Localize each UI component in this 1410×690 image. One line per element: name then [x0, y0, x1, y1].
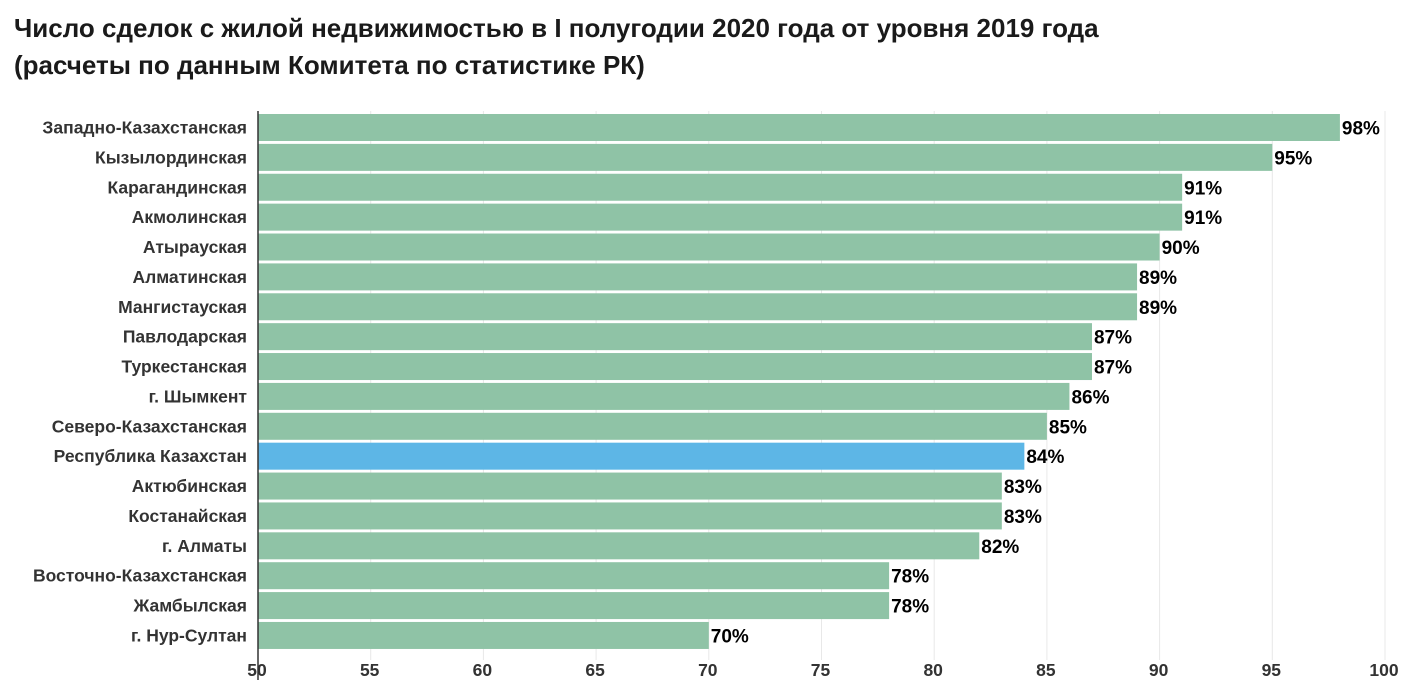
x-tick-label-90: 90: [1149, 660, 1169, 680]
value-label-6: 89%: [1139, 298, 1177, 319]
bar-7: [258, 323, 1092, 351]
bar-16: [258, 592, 890, 620]
category-label-9: г. Шымкент: [149, 386, 248, 406]
value-label-7: 87%: [1094, 328, 1132, 349]
x-tick-label-50: 50: [247, 660, 267, 680]
x-tick-label-75: 75: [811, 660, 831, 680]
category-label-15: Восточно-Казахстанская: [33, 566, 247, 586]
x-tick-label-80: 80: [923, 660, 943, 680]
category-label-0: Западно-Казахстанская: [42, 118, 247, 138]
value-label-12: 83%: [1004, 477, 1042, 498]
x-tick-label-65: 65: [585, 660, 605, 680]
value-label-17: 70%: [711, 626, 749, 647]
bar-9: [258, 382, 1070, 410]
category-label-2: Карагандинская: [107, 177, 247, 197]
x-tick-label-55: 55: [360, 660, 380, 680]
value-label-1: 95%: [1274, 148, 1312, 169]
value-label-10: 85%: [1049, 417, 1087, 438]
category-label-12: Актюбинская: [132, 476, 247, 496]
bar-11: [258, 442, 1025, 470]
chart-title: Число сделок с жилой недвижимостью в I п…: [14, 10, 1394, 84]
bar-17: [258, 621, 709, 649]
x-tick-label-100: 100: [1369, 660, 1398, 680]
category-label-7: Павлодарская: [123, 327, 247, 347]
category-label-5: Алматинская: [132, 267, 247, 287]
value-label-14: 82%: [981, 537, 1019, 558]
value-label-3: 91%: [1184, 208, 1222, 229]
bar-2: [258, 173, 1183, 201]
value-label-9: 86%: [1071, 387, 1109, 408]
bar-5: [258, 263, 1138, 291]
bar-3: [258, 203, 1183, 231]
category-label-13: Костанайская: [128, 506, 247, 526]
bar-13: [258, 502, 1002, 530]
bar-12: [258, 472, 1002, 500]
bar-10: [258, 412, 1047, 440]
value-label-0: 98%: [1342, 119, 1380, 140]
value-label-8: 87%: [1094, 358, 1132, 379]
x-tick-label-95: 95: [1262, 660, 1282, 680]
bar-14: [258, 532, 980, 560]
category-label-16: Жамбылская: [132, 596, 247, 616]
bar-15: [258, 562, 890, 590]
bar-1: [258, 143, 1273, 171]
value-label-4: 90%: [1162, 238, 1200, 259]
value-label-15: 78%: [891, 567, 929, 588]
x-tick-label-60: 60: [473, 660, 493, 680]
category-label-8: Туркестанская: [121, 357, 247, 377]
category-label-6: Мангистауская: [118, 297, 247, 317]
value-label-2: 91%: [1184, 178, 1222, 199]
category-label-14: г. Алматы: [162, 536, 247, 556]
bar-0: [258, 114, 1340, 141]
x-tick-label-85: 85: [1036, 660, 1056, 680]
chart-title-line-1: Число сделок с жилой недвижимостью в I п…: [14, 13, 1099, 43]
category-label-1: Кызылординская: [95, 147, 247, 167]
bar-8: [258, 353, 1092, 381]
category-label-4: Атырауская: [143, 237, 247, 257]
value-label-13: 83%: [1004, 507, 1042, 528]
bar-6: [258, 293, 1138, 321]
category-label-3: Акмолинская: [132, 207, 247, 227]
bar-4: [258, 233, 1160, 261]
value-label-16: 78%: [891, 597, 929, 618]
value-label-5: 89%: [1139, 268, 1177, 289]
category-label-11: Республика Казахстан: [54, 446, 247, 466]
x-tick-label-70: 70: [698, 660, 718, 680]
value-label-11: 84%: [1026, 447, 1064, 468]
category-label-17: г. Нур-Султан: [131, 625, 247, 645]
category-label-10: Северо-Казахстанская: [52, 416, 247, 436]
chart-title-line-2: (расчеты по данным Комитета по статистик…: [14, 50, 645, 80]
